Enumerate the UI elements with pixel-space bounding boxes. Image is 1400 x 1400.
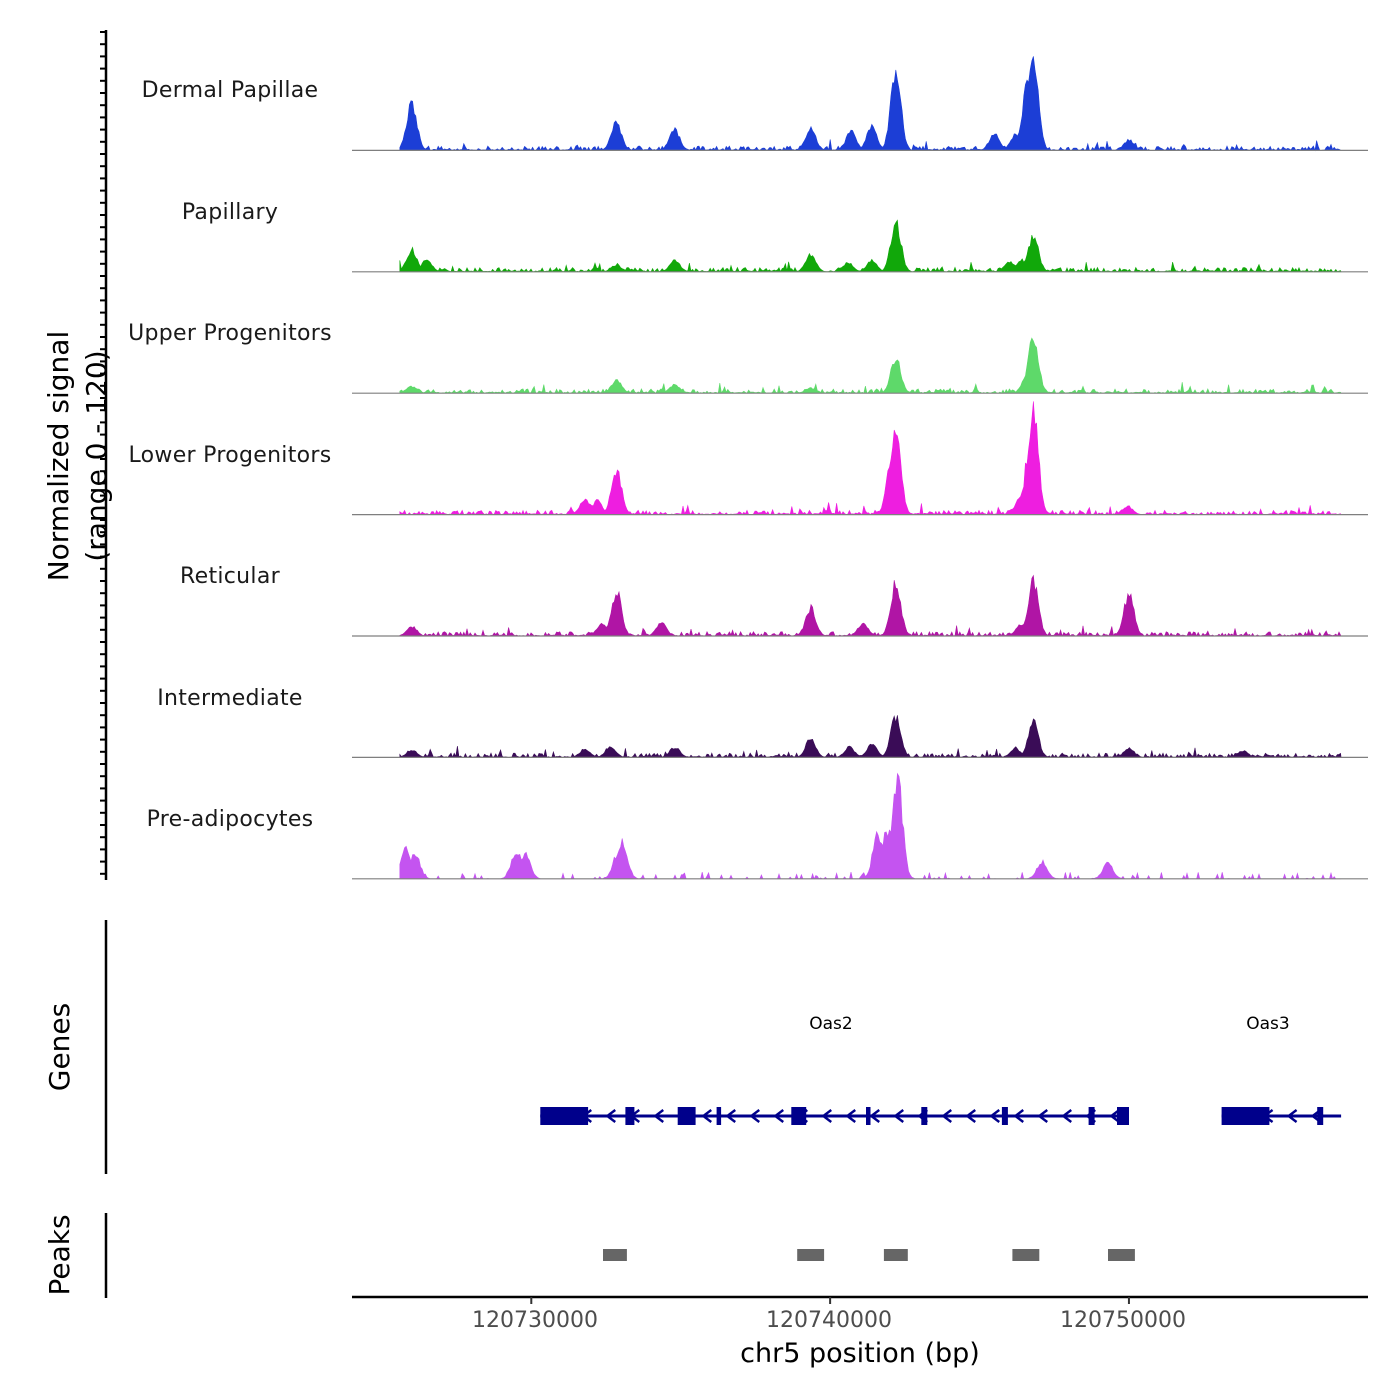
gene-exon [677, 1107, 696, 1125]
strand-arrow [1109, 1109, 1120, 1123]
peaks-axis-title: Peaks [43, 1214, 76, 1296]
peak-region [1012, 1249, 1040, 1261]
strand-arrow [1061, 1109, 1072, 1123]
strand-arrow [869, 1109, 880, 1123]
peak-region [603, 1249, 627, 1261]
strand-arrow [773, 1109, 784, 1123]
strand-arrow [701, 1109, 712, 1123]
gene-label-oas3: Oas3 [1246, 1014, 1290, 1034]
track-label-intermediate: Intermediate [157, 686, 303, 711]
peak-region [1108, 1249, 1135, 1261]
gene-exon [866, 1107, 871, 1125]
gene-label-oas2: Oas2 [809, 1014, 853, 1034]
gene-exon [1221, 1107, 1270, 1125]
strand-arrow [605, 1109, 616, 1123]
gene-exon [540, 1107, 589, 1125]
track-label-dermal-papillae: Dermal Papillae [141, 78, 319, 103]
gene-exon [921, 1107, 928, 1125]
strand-arrow [1013, 1109, 1024, 1123]
strand-arrow [1286, 1109, 1298, 1123]
gene-exon [716, 1107, 722, 1125]
gene-exon [1317, 1107, 1324, 1125]
strand-arrow [893, 1109, 904, 1123]
strand-arrow [941, 1109, 952, 1123]
x-tick-label: 120730000 [472, 1308, 598, 1333]
signal-area [399, 772, 1342, 880]
signal-area [399, 337, 1342, 394]
peak-region [797, 1249, 825, 1261]
y-axis-title: Normalized signal (range 0 - 120) [40, 276, 116, 636]
strand-arrow [653, 1109, 664, 1123]
x-tick-label: 120750000 [1060, 1308, 1186, 1333]
signal-area [399, 56, 1343, 152]
gene-exon [1088, 1107, 1095, 1125]
track-label-reticular: Reticular [180, 564, 280, 589]
strand-arrow [749, 1109, 760, 1123]
strand-arrow [1037, 1109, 1048, 1123]
strand-arrow [725, 1109, 736, 1123]
signal-area [399, 401, 1342, 516]
x-axis-title: chr5 position (bp) [740, 1338, 980, 1369]
signal-area [399, 715, 1342, 759]
strand-arrow [845, 1109, 856, 1123]
x-tick-label: 120740000 [766, 1308, 892, 1333]
strand-arrow [965, 1109, 976, 1123]
gene-exon [1117, 1107, 1129, 1125]
track-label-papillary: Papillary [181, 200, 279, 225]
y-axis-title-line1: Normalized signal [42, 330, 75, 582]
peak-region [883, 1249, 908, 1261]
gene-exon [791, 1107, 807, 1125]
gene-exon [1001, 1107, 1008, 1125]
track-label-lower-progenitors: Lower Progenitors [128, 443, 332, 468]
signal-area [399, 574, 1342, 637]
genes-axis-title: Genes [43, 1002, 76, 1092]
track-label-pre-adipocytes: Pre-adipocytes [146, 807, 314, 832]
strand-arrow [989, 1109, 1000, 1123]
track-label-upper-progenitors: Upper Progenitors [128, 321, 332, 346]
strand-arrow [821, 1109, 832, 1123]
signal-area [399, 219, 1342, 273]
y-axis-title-line2: (range 0 - 120) [80, 350, 113, 562]
gene-exon [625, 1107, 635, 1125]
